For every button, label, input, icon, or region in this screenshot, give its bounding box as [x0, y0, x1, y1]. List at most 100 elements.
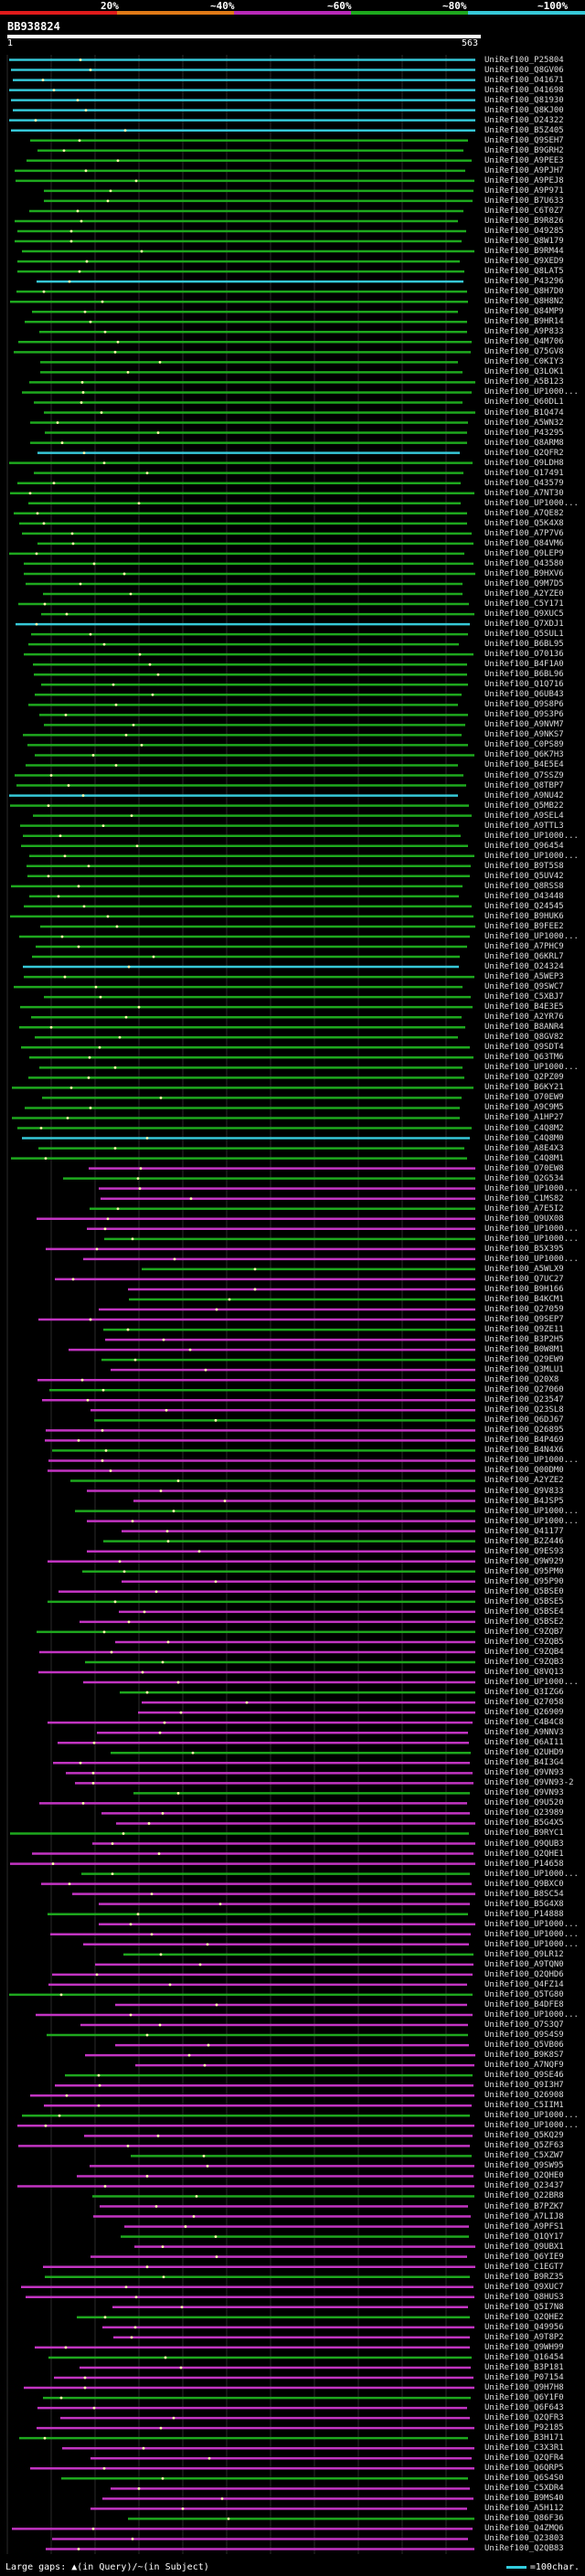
- hit-label[interactable]: UniRef100_C0PS89: [484, 740, 564, 750]
- hit-label[interactable]: UniRef100_Q17491: [484, 468, 564, 478]
- hit-label[interactable]: UniRef100_Q9VN93: [484, 1788, 564, 1798]
- hit-label[interactable]: UniRef100_UP1000...: [484, 1939, 579, 1949]
- hit-label[interactable]: UniRef100_Q2QFR2: [484, 448, 564, 458]
- hit-label[interactable]: UniRef100_Q8GV82: [484, 1033, 564, 1043]
- hit-label[interactable]: UniRef100_C4Q8M0: [484, 1133, 564, 1143]
- hit-label[interactable]: UniRef100_Q7SSZ9: [484, 770, 564, 780]
- hit-label[interactable]: UniRef100_O43448: [484, 891, 564, 901]
- hit-label[interactable]: UniRef100_Q23989: [484, 1808, 564, 1818]
- hit-label[interactable]: UniRef100_C6T0Z7: [484, 206, 564, 216]
- hit-label[interactable]: UniRef100_Q8H7D0: [484, 287, 564, 297]
- hit-label[interactable]: UniRef100_B9FEE2: [484, 921, 564, 931]
- hit-label[interactable]: UniRef100_A9NKS7: [484, 730, 564, 740]
- hit-label[interactable]: UniRef100_A7NQF9: [484, 2061, 564, 2071]
- hit-label[interactable]: UniRef100_UP1000...: [484, 1254, 579, 1264]
- hit-label[interactable]: UniRef100_B2Z446: [484, 1536, 564, 1546]
- hit-label[interactable]: UniRef100_Q6QRP5: [484, 2464, 564, 2474]
- hit-label[interactable]: UniRef100_Q8LAT5: [484, 267, 564, 277]
- hit-label[interactable]: UniRef100_C1EGT7: [484, 2262, 564, 2272]
- hit-label[interactable]: UniRef100_UP1000...: [484, 1224, 579, 1234]
- hit-label[interactable]: UniRef100_A2YZE2: [484, 1476, 564, 1486]
- hit-label[interactable]: UniRef100_B5G4X5: [484, 1818, 564, 1829]
- hit-label[interactable]: UniRef100_A5WLX9: [484, 1264, 564, 1274]
- hit-label[interactable]: UniRef100_Q9VN93-2: [484, 1778, 574, 1788]
- hit-label[interactable]: UniRef100_A7PHC9: [484, 941, 564, 951]
- hit-label[interactable]: UniRef100_Q3MLU1: [484, 1365, 564, 1375]
- hit-label[interactable]: UniRef100_Q9SDT4: [484, 1043, 564, 1053]
- hit-label[interactable]: UniRef100_A9T8P2: [484, 2332, 564, 2342]
- hit-label[interactable]: UniRef100_Q9LDH8: [484, 458, 564, 468]
- hit-label[interactable]: UniRef100_UP1000...: [484, 1456, 579, 1466]
- hit-label[interactable]: UniRef100_Q5MB22: [484, 800, 564, 811]
- hit-label[interactable]: UniRef100_Q9LEP9: [484, 548, 564, 558]
- hit-label[interactable]: UniRef100_Q63TM6: [484, 1053, 564, 1063]
- hit-label[interactable]: UniRef100_UP1000...: [484, 1869, 579, 1879]
- hit-label[interactable]: UniRef100_B8SC54: [484, 1889, 564, 1899]
- hit-label[interactable]: UniRef100_Q5K4X8: [484, 518, 564, 528]
- hit-label[interactable]: UniRef100_A9TTL3: [484, 821, 564, 831]
- hit-label[interactable]: UniRef100_B4JSP5: [484, 1496, 564, 1506]
- hit-label[interactable]: UniRef100_C0KIY3: [484, 357, 564, 367]
- hit-label[interactable]: UniRef100_Q9LR12: [484, 1949, 564, 1959]
- hit-label[interactable]: UniRef100_Q6KRL7: [484, 952, 564, 962]
- hit-label[interactable]: UniRef100_Q23437: [484, 2181, 564, 2191]
- hit-label[interactable]: UniRef100_Q9V833: [484, 1486, 564, 1496]
- hit-label[interactable]: UniRef100_B9RZ35: [484, 2272, 564, 2282]
- hit-label[interactable]: UniRef100_Q7UC27: [484, 1274, 564, 1284]
- hit-label[interactable]: UniRef100_C9ZQB3: [484, 1658, 564, 1667]
- hit-label[interactable]: UniRef100_B9K8S7: [484, 2051, 564, 2061]
- hit-label[interactable]: UniRef100_B9RYC1: [484, 1829, 564, 1839]
- hit-label[interactable]: UniRef100_C3X3R1: [484, 2443, 564, 2454]
- hit-label[interactable]: UniRef100_Q5BSE5: [484, 1596, 564, 1606]
- hit-label[interactable]: UniRef100_Q9W929: [484, 1556, 564, 1566]
- hit-label[interactable]: UniRef100_Q5TG80: [484, 1989, 564, 1999]
- hit-label[interactable]: UniRef100_Q9S4S9: [484, 2030, 564, 2041]
- hit-label[interactable]: UniRef100_Q9M7D5: [484, 578, 564, 588]
- hit-label[interactable]: UniRef100_C5IIM1: [484, 2101, 564, 2111]
- hit-label[interactable]: UniRef100_UP1000...: [484, 1506, 579, 1516]
- hit-label[interactable]: UniRef100_Q2QHE0: [484, 2171, 564, 2181]
- hit-label[interactable]: UniRef100_Q26895: [484, 1426, 564, 1436]
- hit-label[interactable]: UniRef100_Q96454: [484, 841, 564, 851]
- hit-label[interactable]: UniRef100_Q86F36: [484, 2514, 564, 2524]
- hit-label[interactable]: UniRef100_Q6AI11: [484, 1738, 564, 1748]
- hit-label[interactable]: UniRef100_Q41177: [484, 1526, 564, 1536]
- hit-label[interactable]: UniRef100_Q3LOK1: [484, 367, 564, 377]
- hit-label[interactable]: UniRef100_Q8VQ13: [484, 1668, 564, 1678]
- hit-label[interactable]: UniRef100_Q5BSE0: [484, 1586, 564, 1596]
- hit-label[interactable]: UniRef100_B0W8M1: [484, 1345, 564, 1355]
- hit-label[interactable]: UniRef100_Q4M706: [484, 337, 564, 347]
- hit-label[interactable]: UniRef100_C5XBJ7: [484, 992, 564, 1002]
- hit-label[interactable]: UniRef100_A9NNV3: [484, 1728, 564, 1738]
- hit-label[interactable]: UniRef100_Q3IZG6: [484, 1688, 564, 1698]
- hit-label[interactable]: UniRef100_O24324: [484, 962, 564, 972]
- hit-label[interactable]: UniRef100_Q27059: [484, 1305, 564, 1314]
- hit-label[interactable]: UniRef100_A9PJH7: [484, 165, 564, 175]
- hit-label[interactable]: UniRef100_Q49956: [484, 2322, 564, 2332]
- hit-label[interactable]: UniRef100_Q00DM0: [484, 1466, 564, 1476]
- hit-label[interactable]: UniRef100_Q6YIE9: [484, 2252, 564, 2262]
- hit-label[interactable]: UniRef100_Q9XUC7: [484, 2282, 564, 2292]
- hit-label[interactable]: UniRef100_Q26909: [484, 1708, 564, 1718]
- hit-label[interactable]: UniRef100_UP1000...: [484, 1678, 579, 1688]
- hit-label[interactable]: UniRef100_Q23803: [484, 2534, 564, 2544]
- hit-label[interactable]: UniRef100_Q81930: [484, 95, 564, 105]
- hit-label[interactable]: UniRef100_Q7XDJ1: [484, 620, 564, 630]
- hit-label[interactable]: UniRef100_A9PEE3: [484, 155, 564, 165]
- hit-label[interactable]: UniRef100_C1MS82: [484, 1193, 564, 1203]
- hit-label[interactable]: UniRef100_A7QE82: [484, 508, 564, 518]
- hit-label[interactable]: UniRef100_P14658: [484, 1859, 564, 1869]
- hit-label[interactable]: UniRef100_Q2G534: [484, 1173, 564, 1183]
- hit-label[interactable]: UniRef100_C4Q8M1: [484, 1153, 564, 1163]
- hit-label[interactable]: UniRef100_B3H171: [484, 2433, 564, 2443]
- hit-label[interactable]: UniRef100_UP1000...: [484, 2121, 579, 2131]
- hit-label[interactable]: UniRef100_Q2QHD6: [484, 1969, 564, 1979]
- hit-label[interactable]: UniRef100_B9R826: [484, 216, 564, 226]
- hit-label[interactable]: UniRef100_Q8HUS3: [484, 2292, 564, 2302]
- hit-label[interactable]: UniRef100_Q16454: [484, 2352, 564, 2362]
- hit-label[interactable]: UniRef100_Q7S3Q7: [484, 2020, 564, 2030]
- hit-label[interactable]: UniRef100_B9HUK6: [484, 911, 564, 921]
- hit-label[interactable]: UniRef100_A2YR76: [484, 1012, 564, 1023]
- hit-label[interactable]: UniRef100_B7PZK7: [484, 2201, 564, 2211]
- hit-label[interactable]: UniRef100_UP1000...: [484, 1063, 579, 1073]
